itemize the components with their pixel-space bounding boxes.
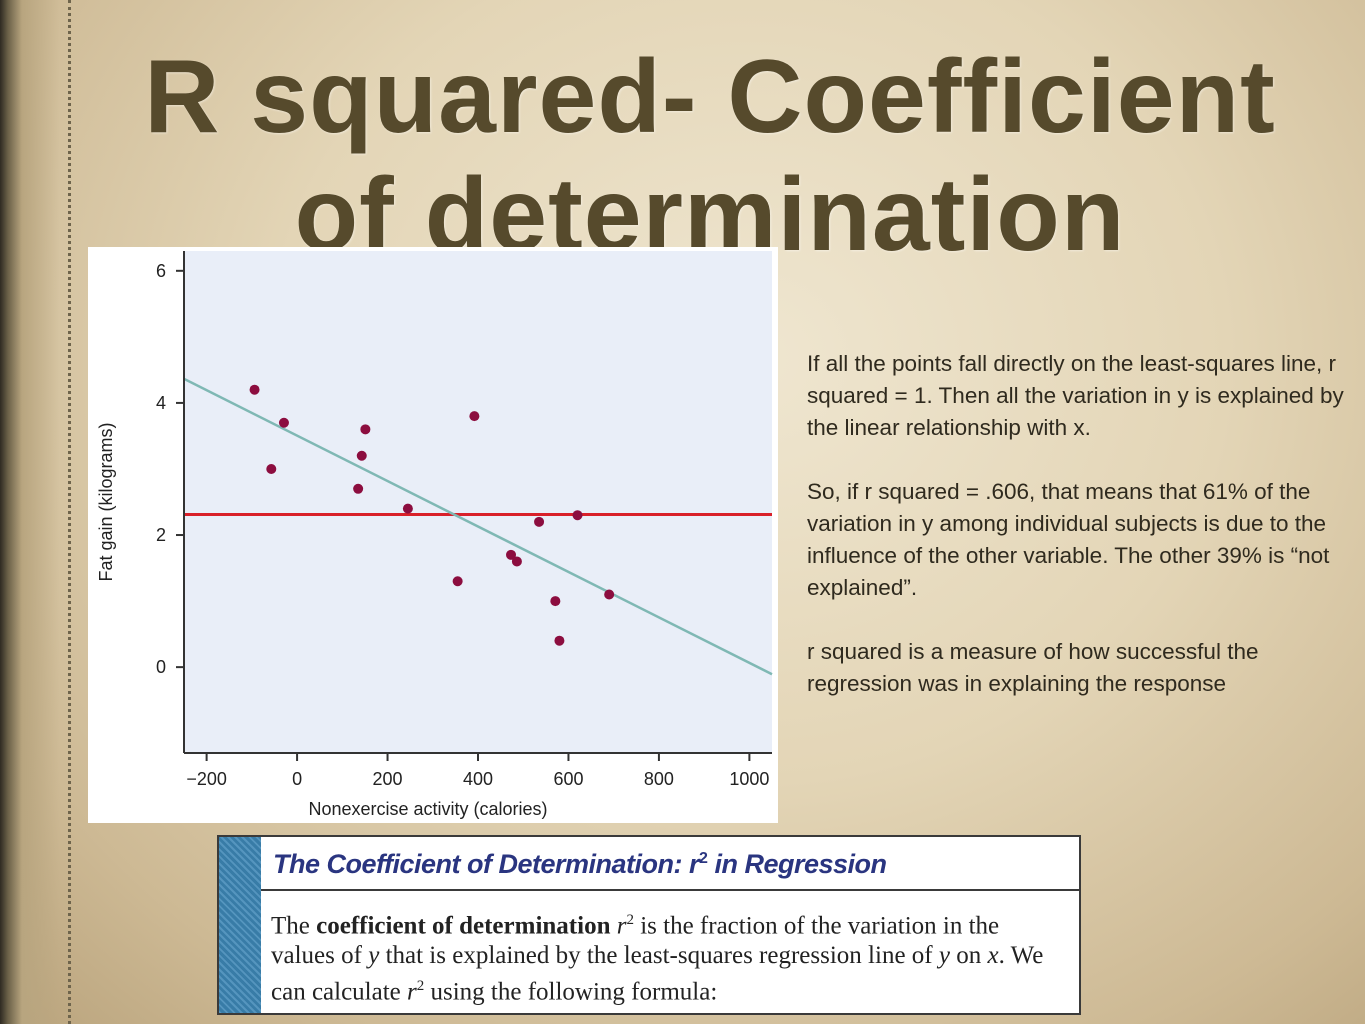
regression-line — [183, 377, 773, 676]
data-point — [356, 450, 367, 461]
scatter-chart: −200 0 200 400 600 800 1000 0 2 4 6 Nonexercise act… — [88, 247, 778, 823]
y-tick-label: 0 — [156, 657, 166, 677]
plot-area — [184, 251, 772, 753]
stitch-line — [68, 0, 71, 1024]
data-point — [550, 596, 561, 607]
data-point — [452, 576, 463, 587]
data-point — [506, 549, 517, 560]
definition-box: The Coefficient of Determination: r2 in … — [217, 835, 1081, 1015]
data-point — [353, 483, 364, 494]
data-point — [554, 635, 565, 646]
x-tick-label: 400 — [463, 769, 493, 789]
notebook-binding-edge — [0, 0, 60, 1024]
x-tick-label: 1000 — [729, 769, 769, 789]
x-tick-label: 800 — [644, 769, 674, 789]
explanation-paragraph-3: r squared is a measure of how successful… — [807, 639, 1259, 696]
data-point — [534, 516, 545, 527]
y-tick-label: 2 — [156, 525, 166, 545]
data-point — [360, 424, 371, 435]
data-point — [249, 384, 260, 395]
data-point — [278, 417, 289, 428]
y-axis-label: Fat gain (kilograms) — [96, 422, 116, 581]
explanation-paragraph-2: So, if r squared = .606, that means that… — [807, 479, 1330, 600]
x-tick-label: −200 — [186, 769, 227, 789]
data-point — [266, 463, 277, 474]
definition-box-heading: The Coefficient of Determination: r2 in … — [273, 849, 887, 879]
data-point — [402, 503, 413, 514]
data-point — [572, 510, 583, 521]
definition-box-body: The coefficient of determination r2 is t… — [271, 912, 1044, 1006]
data-point — [511, 556, 522, 567]
data-point — [604, 589, 615, 600]
x-tick-label: 0 — [292, 769, 302, 789]
x-axis-label: Nonexercise activity (calories) — [308, 799, 547, 819]
definition-box-header: The Coefficient of Determination: r2 in … — [261, 837, 1079, 891]
y-tick-label: 6 — [156, 261, 166, 281]
x-tick-label: 200 — [373, 769, 403, 789]
explanation-text: If all the points fall directly on the l… — [807, 348, 1365, 732]
x-tick-label: 600 — [553, 769, 583, 789]
data-point — [469, 411, 480, 422]
explanation-paragraph-1: If all the points fall directly on the l… — [807, 351, 1344, 440]
chart-svg: −200 0 200 400 600 800 1000 0 2 4 6 Nonexercise act… — [96, 251, 773, 819]
slide-title: R squared- Coefficient of determination — [144, 39, 1276, 273]
definition-box-stripe — [219, 837, 261, 1013]
y-tick-label: 4 — [156, 393, 166, 413]
